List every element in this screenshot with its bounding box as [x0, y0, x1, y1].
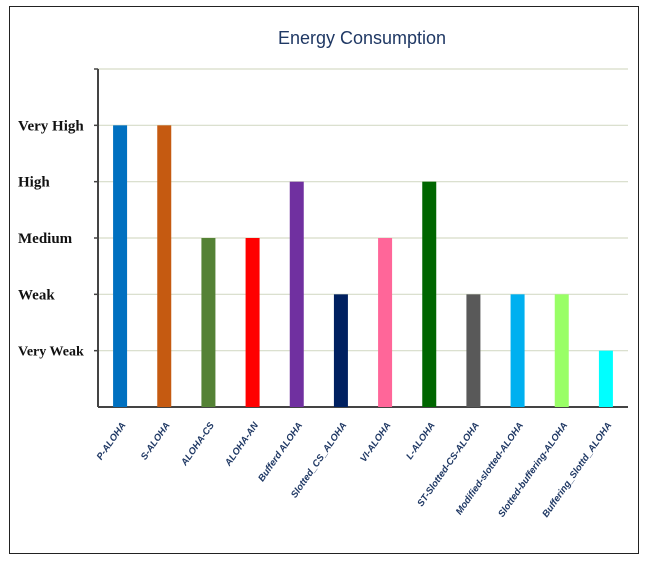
bars [113, 125, 613, 407]
bar [510, 294, 525, 407]
bar [378, 238, 393, 407]
y-tick-label: Weak [18, 287, 55, 303]
bar [157, 125, 172, 407]
bar [113, 125, 128, 407]
bar [554, 294, 569, 407]
x-tick-label: ALOHA-AN [222, 419, 261, 469]
bar [422, 181, 437, 407]
x-tick-label: VI-ALOHA [358, 420, 393, 464]
bar [333, 294, 348, 407]
x-tick-label: P-ALOHA [95, 420, 129, 462]
x-tick-label: ALOHA-CS [179, 420, 218, 469]
bar [466, 294, 481, 407]
grid-lines [98, 68, 628, 352]
y-tick-label: Very High [18, 118, 84, 134]
y-tick-label: High [18, 175, 50, 191]
x-tick-label: S-ALOHA [139, 420, 173, 462]
bar [201, 238, 216, 407]
bar [598, 350, 613, 407]
bar [289, 181, 304, 407]
energy-consumption-chart: Energy Consumption Very Weak Weak Medium Hi… [18, 28, 628, 520]
axes [94, 68, 628, 408]
x-tick-label: L-ALOHA [404, 420, 438, 461]
y-tick-labels: Very Weak Weak Medium High Very High [18, 118, 84, 359]
y-tick-label: Medium [18, 231, 73, 247]
chart-frame: Energy Consumption Very Weak Weak Medium Hi… [9, 6, 639, 554]
chart-title: Energy Consumption [278, 28, 446, 48]
x-tick-label: Bufferd ALOHA [256, 420, 305, 483]
bar [245, 238, 260, 407]
y-tick-label: Very Weak [18, 345, 84, 360]
